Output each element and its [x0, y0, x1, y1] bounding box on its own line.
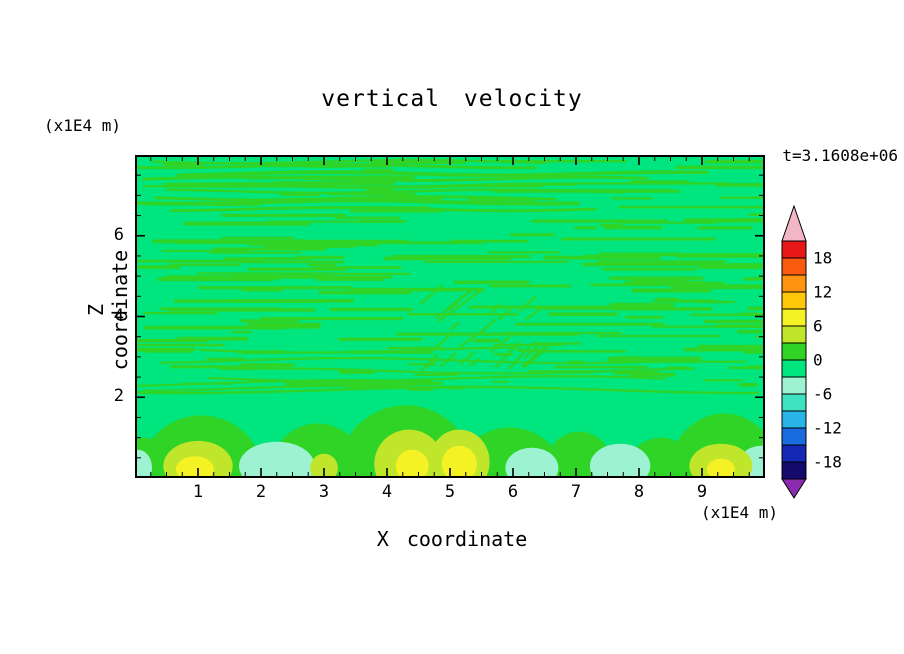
colorbar-band	[781, 274, 807, 293]
colorbar-band	[781, 291, 807, 310]
colorbar-band	[781, 376, 807, 395]
x-tick-label: 4	[381, 482, 393, 502]
colorbar-label: 18	[813, 249, 832, 268]
colorbar-band	[781, 444, 807, 463]
colorbar-band	[781, 359, 807, 378]
colorbar-under-arrow	[781, 478, 807, 499]
colorbar-label: -6	[813, 385, 832, 404]
colorbar-label: -12	[813, 419, 842, 438]
colorbar-over-arrow	[781, 204, 807, 242]
x-axis-title: X coordinate	[376, 527, 528, 551]
colorbar-band	[781, 240, 807, 259]
x-tick-label: 2	[255, 482, 267, 502]
y-axis-unit-label: (x1E4 m)	[44, 116, 122, 135]
x-tick-label: 7	[570, 482, 582, 502]
velocity-field-svg	[135, 155, 765, 478]
x-tick-label: 9	[696, 482, 708, 502]
x-tick-label: 1	[192, 482, 204, 502]
x-tick-label: 8	[633, 482, 645, 502]
y-tick-label: 4	[113, 305, 124, 326]
y-tick-label: 6	[113, 224, 124, 245]
colorbar-band	[781, 461, 807, 480]
colorbar-band	[781, 308, 807, 327]
colorbar-band	[781, 427, 807, 446]
time-annotation: t=3.1608e+06	[782, 146, 898, 165]
colorbar-svg: 18 12 6 0 -6 -12 -18	[781, 204, 842, 499]
chart-title: vertical velocity	[321, 86, 583, 112]
y-tick-label: 2	[113, 386, 124, 407]
colorbar-label: -18	[813, 453, 842, 472]
colorbar-band	[781, 342, 807, 361]
colorbar-label: 0	[813, 351, 823, 370]
colorbar-band	[781, 410, 807, 429]
x-axis-unit-label: (x1E4 m)	[700, 503, 778, 522]
x-tick-label: 5	[444, 482, 456, 502]
colorbar-band	[781, 257, 807, 276]
colorbar-label: 12	[813, 283, 832, 302]
colorbar-band	[781, 393, 807, 412]
x-tick-label: 3	[318, 482, 330, 502]
colorbar-label: 6	[813, 317, 823, 336]
x-tick-label: 6	[507, 482, 519, 502]
colorbar-band	[781, 325, 807, 344]
contour-plot-area	[135, 155, 765, 478]
colorbar: 18 12 6 0 -6 -12 -18	[779, 204, 849, 505]
